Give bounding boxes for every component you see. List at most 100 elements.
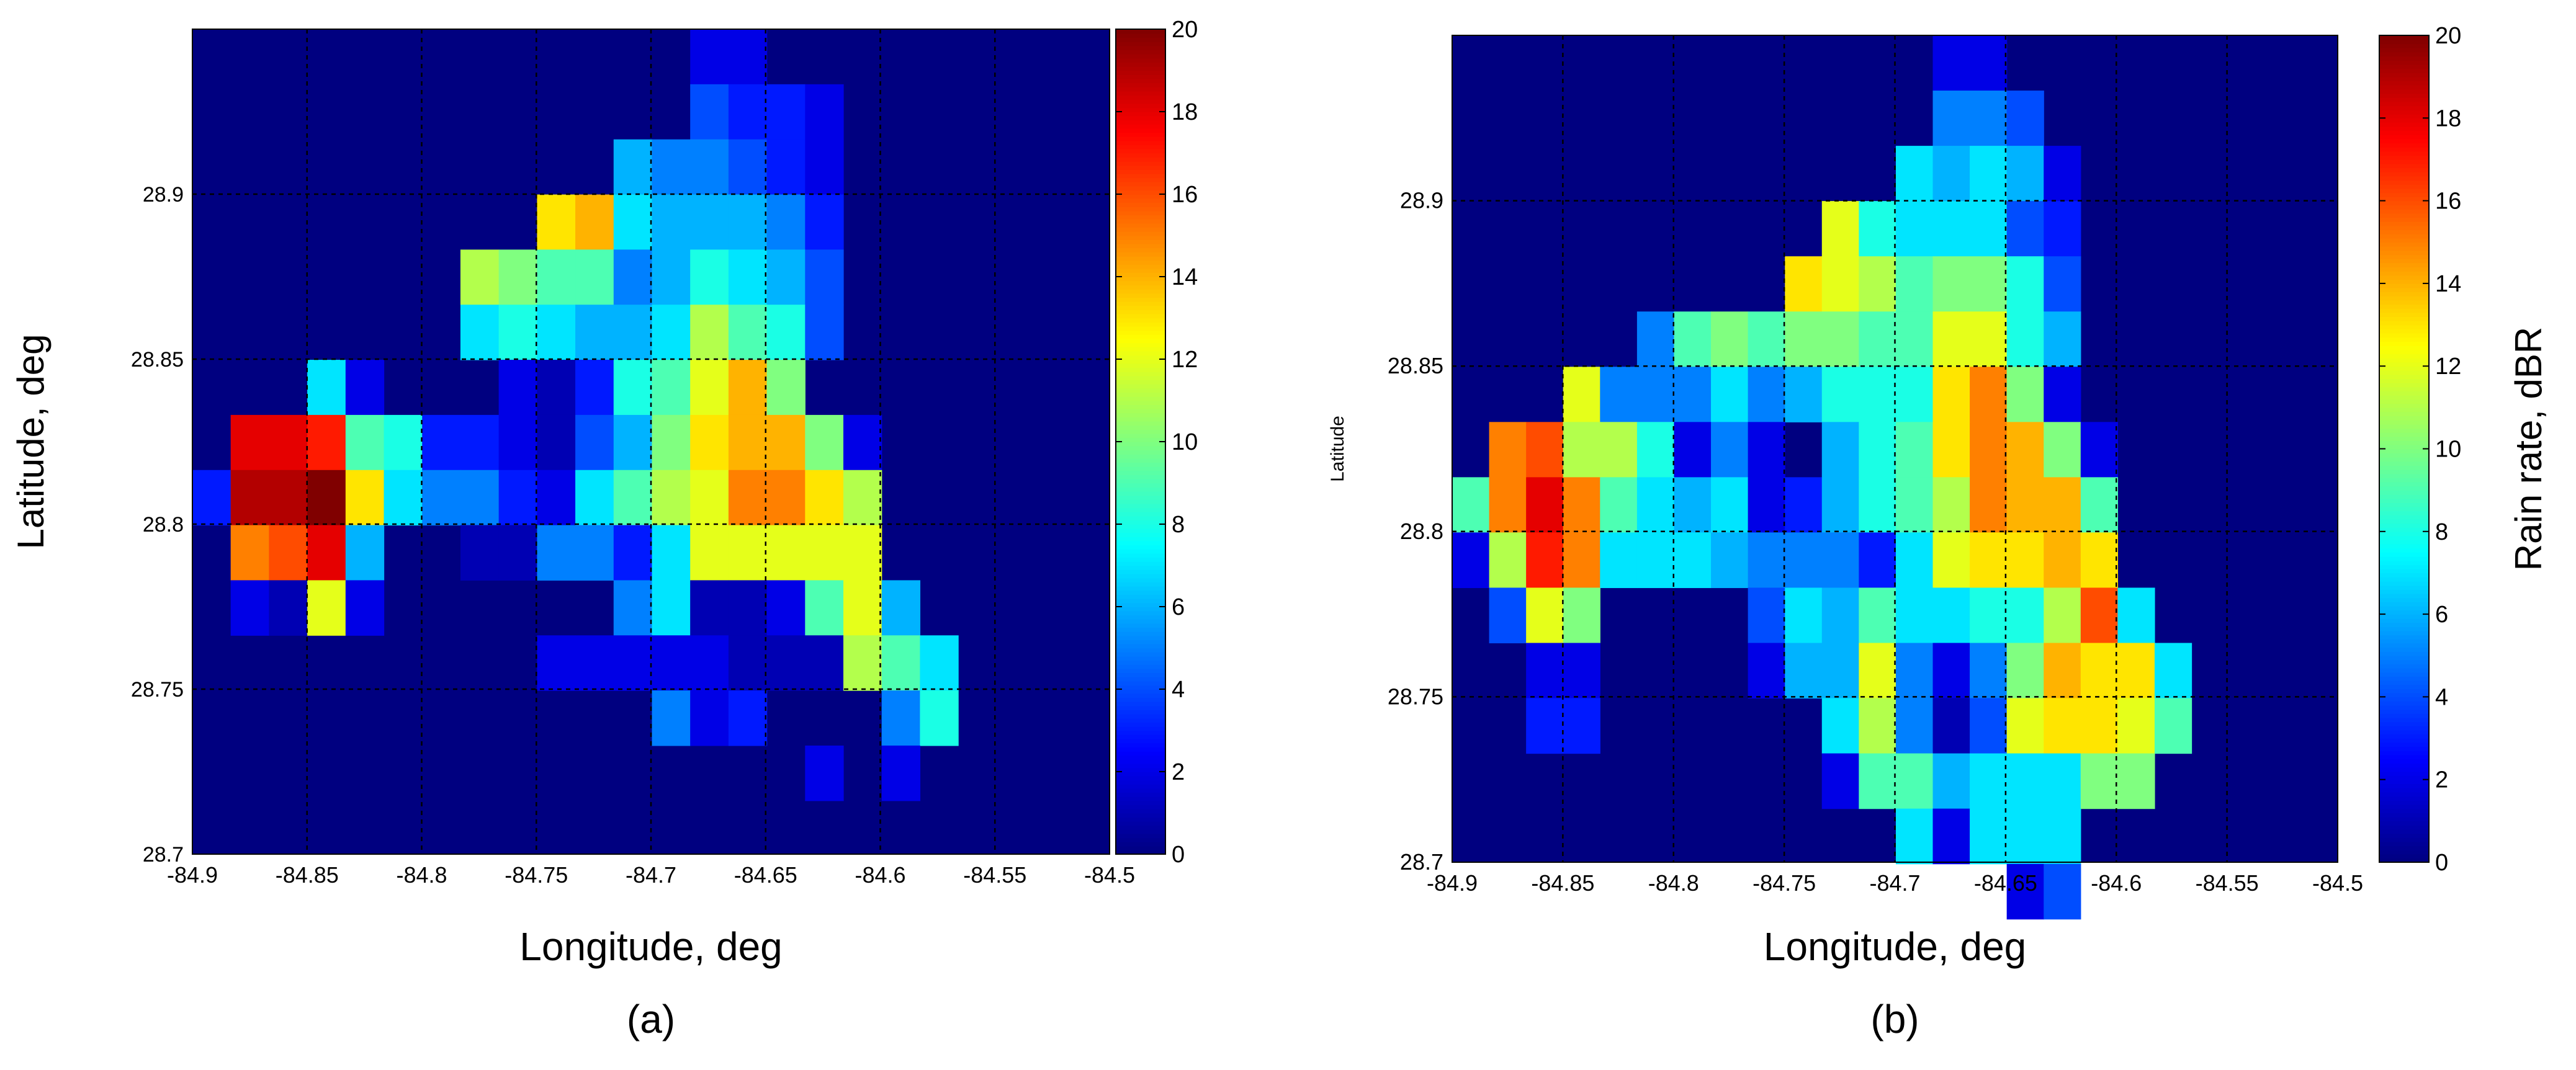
x-tick-label: -84.5 <box>1084 862 1135 888</box>
heatmap-cell <box>2006 698 2044 754</box>
colorbar-swatch <box>1116 548 1165 554</box>
colorbar-swatch <box>2379 43 2429 48</box>
colorbar-swatch <box>1116 433 1165 439</box>
heatmap-cell <box>728 249 768 305</box>
heatmap-cell <box>690 305 729 360</box>
colorbar-swatch <box>1116 648 1165 653</box>
colorbar-swatch <box>2379 122 2429 127</box>
colorbar-swatch <box>2379 684 2429 689</box>
heatmap-cell <box>613 470 653 526</box>
heatmap-cell <box>1526 422 1564 478</box>
y-tick-label: 28.7 <box>1400 849 1443 875</box>
colorbar-swatch <box>1116 123 1165 129</box>
heatmap-cell <box>1932 422 1970 478</box>
colorbar-swatch <box>2379 585 2429 590</box>
colorbar-swatch <box>2379 416 2429 421</box>
heatmap-cell <box>1821 311 1859 367</box>
heatmap-cell <box>728 305 768 360</box>
colorbar-swatch <box>2379 89 2429 94</box>
colorbar-swatch <box>2379 721 2429 726</box>
colorbar-swatch <box>2379 813 2429 818</box>
y-tick-label: 28.8 <box>1400 519 1443 544</box>
heatmap-cell <box>1932 91 1970 146</box>
colorbar-swatch <box>1116 293 1165 298</box>
heatmap-cell <box>728 139 768 195</box>
heatmap-cell <box>652 305 691 360</box>
heatmap-cell <box>690 414 729 471</box>
colorbar-tick-label: 2 <box>2435 767 2448 793</box>
colorbar-swatch <box>2379 850 2429 855</box>
colorbar-swatch <box>1116 243 1165 249</box>
colorbar-swatch <box>1116 528 1165 533</box>
colorbar-swatch <box>2379 630 2429 636</box>
heatmap-cell <box>345 414 385 471</box>
heatmap-cell <box>1636 367 1675 422</box>
heatmap-cell <box>1932 256 1970 312</box>
heatmap-cell <box>575 470 614 526</box>
heatmap-cell <box>652 414 691 471</box>
heatmap-cell <box>1600 422 1638 478</box>
colorbar-swatch <box>2379 196 2429 202</box>
heatmap-cell <box>766 249 806 305</box>
colorbar-swatch <box>2379 833 2429 838</box>
colorbar-swatch <box>1116 190 1165 195</box>
colorbar-swatch <box>2379 316 2429 321</box>
colorbar-swatch <box>2379 556 2429 561</box>
colorbar-swatch <box>2379 51 2429 57</box>
colorbar-swatch <box>1116 569 1165 574</box>
colorbar-swatch <box>1116 734 1165 739</box>
colorbar-swatch <box>1116 660 1165 665</box>
colorbar-swatch <box>1116 66 1165 71</box>
colorbar-tick-label: 8 <box>2435 519 2448 545</box>
colorbar-swatch <box>1116 705 1165 711</box>
colorbar-swatch <box>1116 412 1165 417</box>
colorbar-swatch <box>2379 159 2429 164</box>
heatmap-cell <box>384 470 423 526</box>
heatmap-cell <box>690 635 729 691</box>
colorbar-swatch <box>2379 527 2429 532</box>
colorbar-swatch <box>1116 87 1165 92</box>
colorbar-swatch <box>2379 304 2429 309</box>
panel-label: (a) <box>627 997 675 1041</box>
colorbar-tick-label: 4 <box>2435 684 2448 710</box>
heatmap-cell <box>690 29 729 85</box>
colorbar-swatch <box>1116 821 1165 826</box>
heatmap-cell <box>652 139 691 195</box>
heatmap-cell <box>1895 477 1934 533</box>
heatmap-cell <box>613 580 653 636</box>
colorbar-swatch <box>2379 751 2429 756</box>
heatmap-cell <box>1748 643 1785 699</box>
heatmap-cell <box>2080 532 2118 589</box>
colorbar-swatch <box>2379 659 2429 664</box>
heatmap-cell <box>1674 422 1712 478</box>
heatmap-cell <box>652 249 691 305</box>
heatmap-cell <box>345 580 385 636</box>
heatmap-cell <box>1895 753 1934 809</box>
colorbar-swatch <box>2379 523 2429 528</box>
heatmap-cell <box>2044 477 2081 533</box>
heatmap-cell <box>1785 367 1823 422</box>
heatmap-cell <box>613 305 653 360</box>
colorbar-swatch <box>2379 709 2429 714</box>
colorbar-swatch <box>2379 535 2429 540</box>
colorbar-swatch <box>1116 326 1165 331</box>
colorbar-swatch <box>1116 120 1165 125</box>
x-tick-label: -84.8 <box>1648 870 1699 896</box>
colorbar-swatch <box>1116 185 1165 191</box>
colorbar-swatch <box>1116 623 1165 628</box>
colorbar-swatch <box>1116 565 1165 570</box>
heatmap-cell <box>1785 256 1823 312</box>
colorbar-swatch <box>1116 227 1165 232</box>
colorbar-swatch <box>2379 635 2429 640</box>
colorbar-swatch <box>1116 672 1165 677</box>
heatmap-cell <box>805 139 844 195</box>
heatmap-cell <box>1932 311 1970 367</box>
colorbar-swatch <box>1116 70 1165 75</box>
colorbar-swatch <box>1116 288 1165 294</box>
heatmap-cell <box>805 194 844 250</box>
colorbar-swatch <box>2379 775 2429 780</box>
colorbar-swatch <box>1116 247 1165 252</box>
colorbar-swatch <box>1116 194 1165 199</box>
colorbar-tick-label: 14 <box>1172 264 1198 290</box>
colorbar-swatch <box>2379 130 2429 135</box>
